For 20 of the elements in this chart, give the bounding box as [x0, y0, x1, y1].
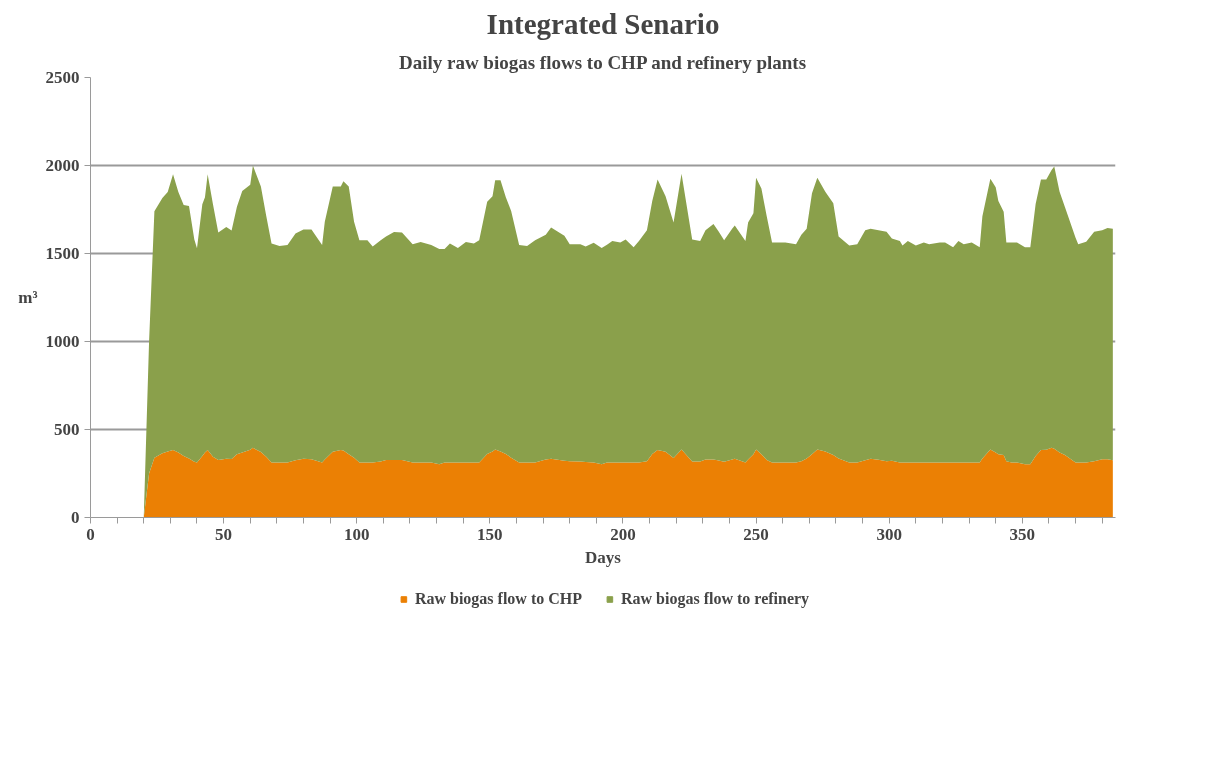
legend-label: Raw biogas flow to refinery — [620, 590, 810, 608]
x-tick-label: 150 — [477, 524, 503, 544]
chart-title: Integrated Senario — [486, 7, 720, 40]
x-tick-label: 0 — [86, 524, 95, 544]
x-tick-label: 50 — [215, 524, 233, 544]
y-axis-title: m³ — [18, 288, 38, 307]
chart-subtitle: Daily raw biogas flows to CHP and refinery plants — [398, 51, 807, 73]
x-tick-label: 300 — [876, 524, 902, 544]
x-tick-label: 100 — [343, 524, 370, 544]
y-tick-label: 2500 — [45, 68, 80, 87]
y-tick-label: 0 — [71, 508, 80, 527]
legend-label: Raw biogas flow to CHP — [414, 590, 582, 608]
y-tick-label: 2000 — [45, 156, 80, 175]
x-tick-label: 250 — [743, 524, 769, 544]
y-tick-label: 1500 — [45, 244, 80, 263]
x-tick-label: 200 — [610, 524, 636, 544]
y-tick-label: 1000 — [45, 332, 80, 351]
y-tick-label: 500 — [54, 420, 80, 439]
x-tick-label: 350 — [1009, 524, 1036, 544]
x-axis-title: Days — [585, 547, 622, 567]
